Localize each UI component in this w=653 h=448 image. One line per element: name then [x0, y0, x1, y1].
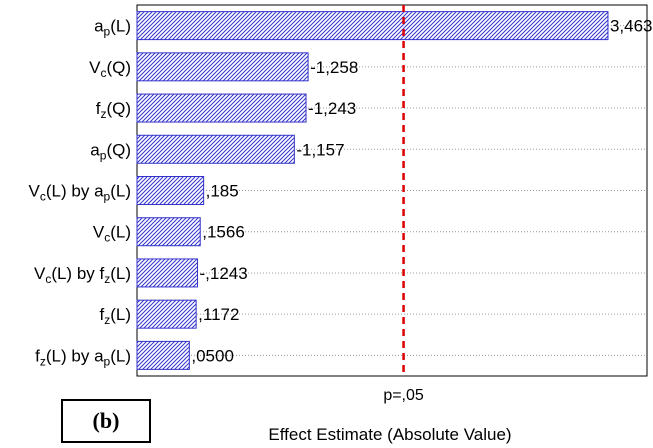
y-tick-label: fz(Q) — [96, 99, 131, 121]
y-tick-label: Vc(L) by ap(L) — [29, 182, 131, 204]
value-label: -1,258 — [310, 58, 358, 77]
value-label: ,1566 — [202, 223, 245, 242]
y-axis-labels: ap(L) Vc(Q) fz(Q) ap(Q) Vc(L) by ap(L) Vc(L) V… — [29, 17, 131, 369]
bar — [136, 134, 295, 164]
y-tick-label: Vc(L) by fz(L) — [34, 264, 131, 286]
value-label: ,1172 — [198, 305, 239, 324]
y-tick-label: Vc(Q) — [89, 58, 131, 80]
bar — [136, 217, 201, 247]
bar — [136, 258, 199, 288]
value-label: -1,157 — [296, 140, 344, 159]
y-tick-label: fz(L) — [99, 305, 131, 327]
bar — [136, 340, 190, 370]
value-label: -1,243 — [308, 99, 356, 118]
value-labels: 3,463 -1,258 -1,243 -1,157 ,185 ,1566 -,1243 ,1… — [191, 17, 652, 366]
bars — [136, 11, 609, 370]
bar — [136, 176, 205, 205]
x-axis-label: Effect Estimate (Absolute Value) — [268, 425, 511, 444]
y-tick-label: Vc(L) — [93, 223, 131, 245]
bar — [136, 52, 309, 82]
y-tick-label: ap(Q) — [90, 140, 131, 162]
bar — [136, 299, 197, 329]
value-label: ,0500 — [191, 346, 234, 365]
bar — [136, 11, 609, 41]
y-tick-label: fz(L) by ap(L) — [35, 346, 131, 368]
value-label: 3,463 — [610, 17, 653, 36]
bar — [136, 93, 307, 123]
y-tick-label: ap(L) — [94, 17, 131, 39]
value-label: -,1243 — [200, 264, 248, 283]
panel-label: (b) — [61, 399, 151, 443]
significance-label: p=,05 — [383, 387, 424, 404]
value-label: ,185 — [206, 182, 239, 201]
